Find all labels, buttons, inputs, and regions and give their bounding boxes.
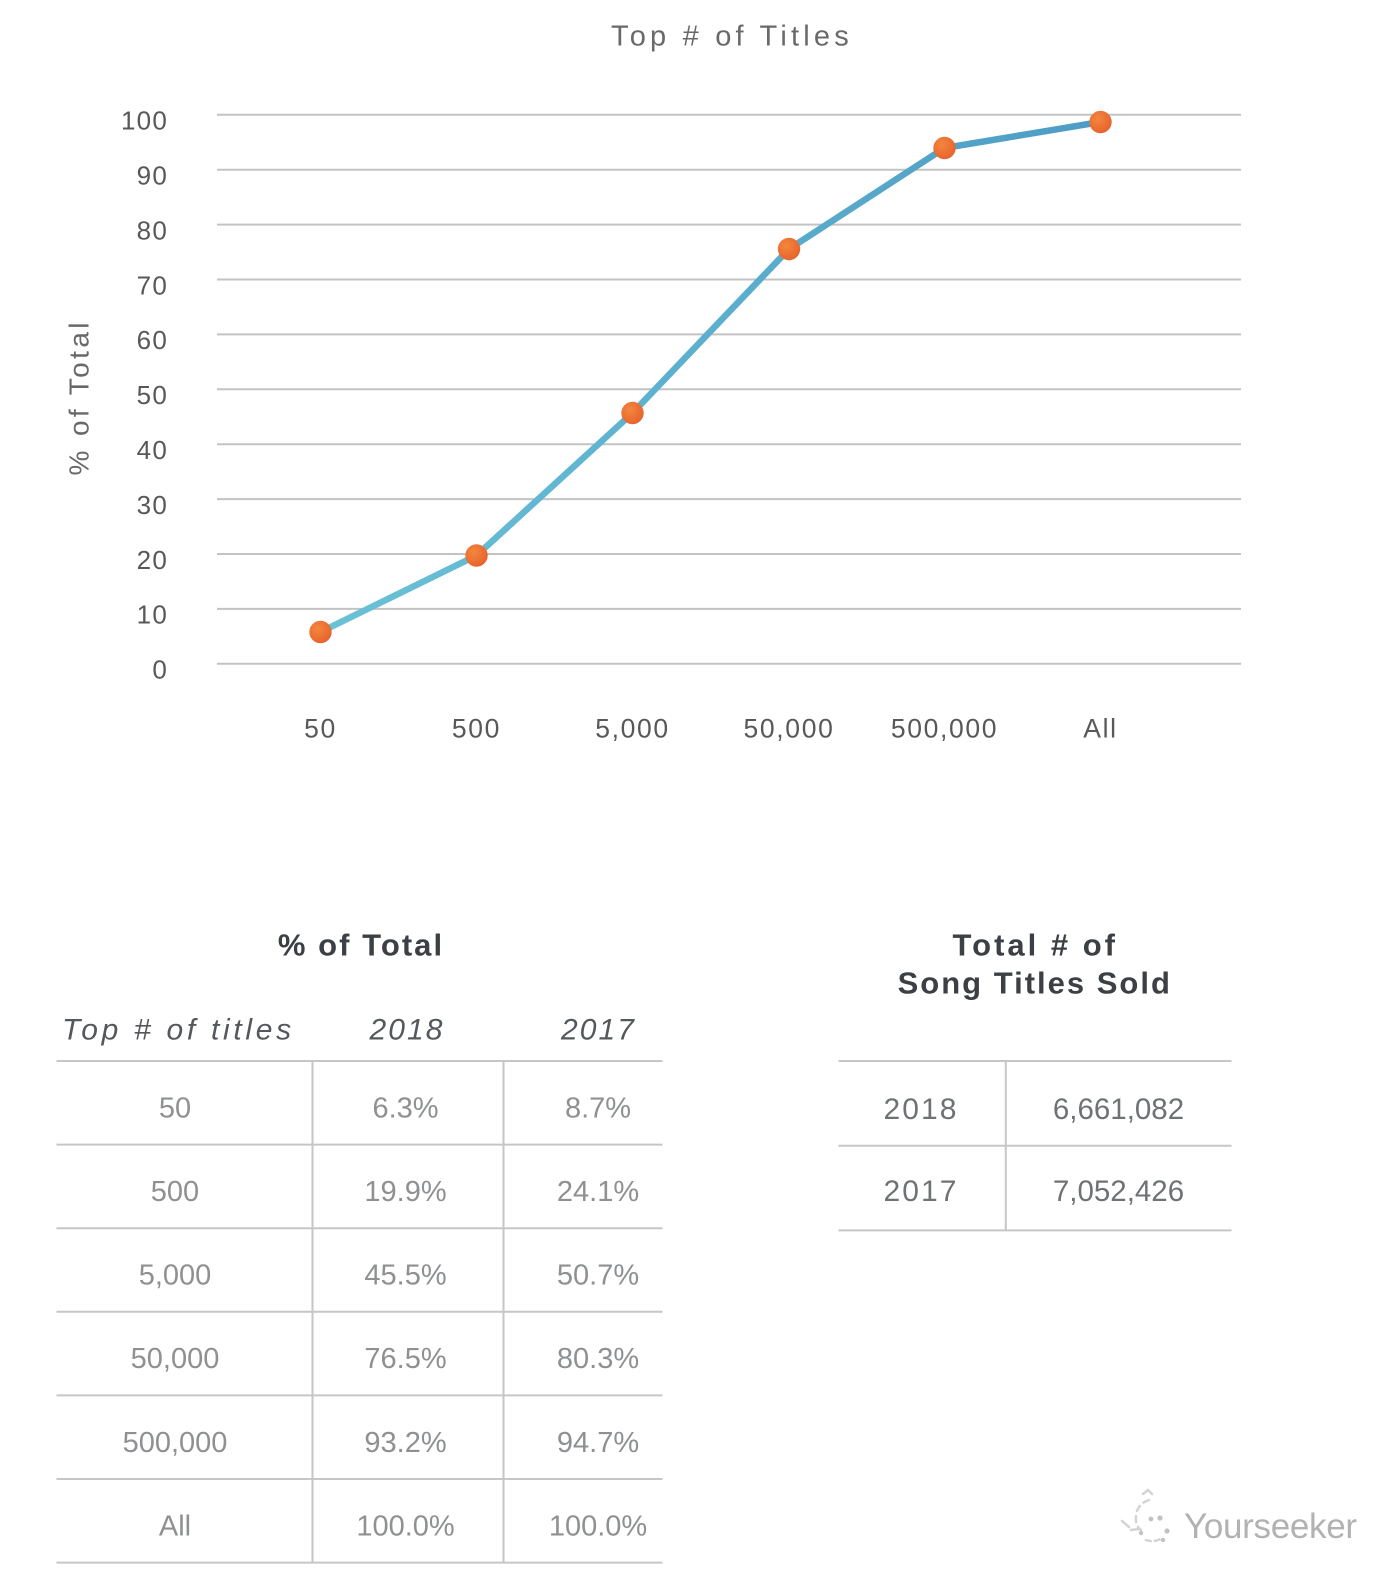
svg-text:Total # of: Total # of <box>953 928 1118 963</box>
svg-text:70: 70 <box>137 270 168 300</box>
svg-text:2017: 2017 <box>560 1014 636 1047</box>
svg-text:500,000: 500,000 <box>891 714 998 744</box>
svg-text:50: 50 <box>159 1093 191 1125</box>
svg-text:500,000: 500,000 <box>123 1427 228 1459</box>
svg-text:Top # of titles: Top # of titles <box>62 1014 295 1047</box>
svg-text:6,661,082: 6,661,082 <box>1053 1093 1184 1126</box>
svg-text:2018: 2018 <box>369 1014 445 1047</box>
svg-text:60: 60 <box>137 325 168 355</box>
svg-text:50: 50 <box>304 714 337 744</box>
svg-text:5,000: 5,000 <box>139 1260 212 1292</box>
svg-text:100.0%: 100.0% <box>549 1510 647 1542</box>
svg-text:5,000: 5,000 <box>595 714 670 744</box>
svg-text:94.7%: 94.7% <box>557 1427 639 1459</box>
svg-text:2017: 2017 <box>884 1175 959 1208</box>
svg-text:19.9%: 19.9% <box>364 1176 446 1208</box>
svg-text:7,052,426: 7,052,426 <box>1053 1175 1184 1208</box>
svg-text:30: 30 <box>137 490 168 520</box>
svg-text:40: 40 <box>137 435 168 465</box>
svg-text:93.2%: 93.2% <box>364 1427 446 1459</box>
svg-text:50: 50 <box>137 380 168 410</box>
svg-text:Yourseeker: Yourseeker <box>1184 1507 1357 1546</box>
svg-text:% of Total: % of Total <box>278 928 444 963</box>
svg-text:% of Total: % of Total <box>64 319 95 475</box>
svg-text:All: All <box>1083 714 1117 744</box>
svg-text:50,000: 50,000 <box>744 714 835 744</box>
svg-text:Song Titles Sold: Song Titles Sold <box>898 966 1172 1001</box>
svg-text:100.0%: 100.0% <box>356 1510 454 1542</box>
svg-text:100: 100 <box>121 106 168 136</box>
svg-text:8.7%: 8.7% <box>565 1093 631 1125</box>
svg-text:24.1%: 24.1% <box>557 1176 639 1208</box>
svg-text:0: 0 <box>152 655 168 685</box>
svg-text:All: All <box>159 1510 191 1542</box>
svg-text:45.5%: 45.5% <box>364 1260 446 1292</box>
svg-text:2018: 2018 <box>884 1093 959 1126</box>
svg-text:80.3%: 80.3% <box>557 1343 639 1375</box>
svg-text:50,000: 50,000 <box>131 1343 220 1375</box>
svg-text:80: 80 <box>137 215 168 245</box>
svg-text:500: 500 <box>151 1176 199 1208</box>
svg-text:6.3%: 6.3% <box>372 1093 438 1125</box>
svg-text:76.5%: 76.5% <box>364 1343 446 1375</box>
svg-text:Top # of Titles: Top # of Titles <box>611 21 853 53</box>
svg-text:90: 90 <box>137 161 168 191</box>
svg-text:500: 500 <box>452 714 501 744</box>
svg-text:20: 20 <box>137 545 168 575</box>
svg-text:50.7%: 50.7% <box>557 1260 639 1292</box>
svg-text:10: 10 <box>137 600 168 630</box>
